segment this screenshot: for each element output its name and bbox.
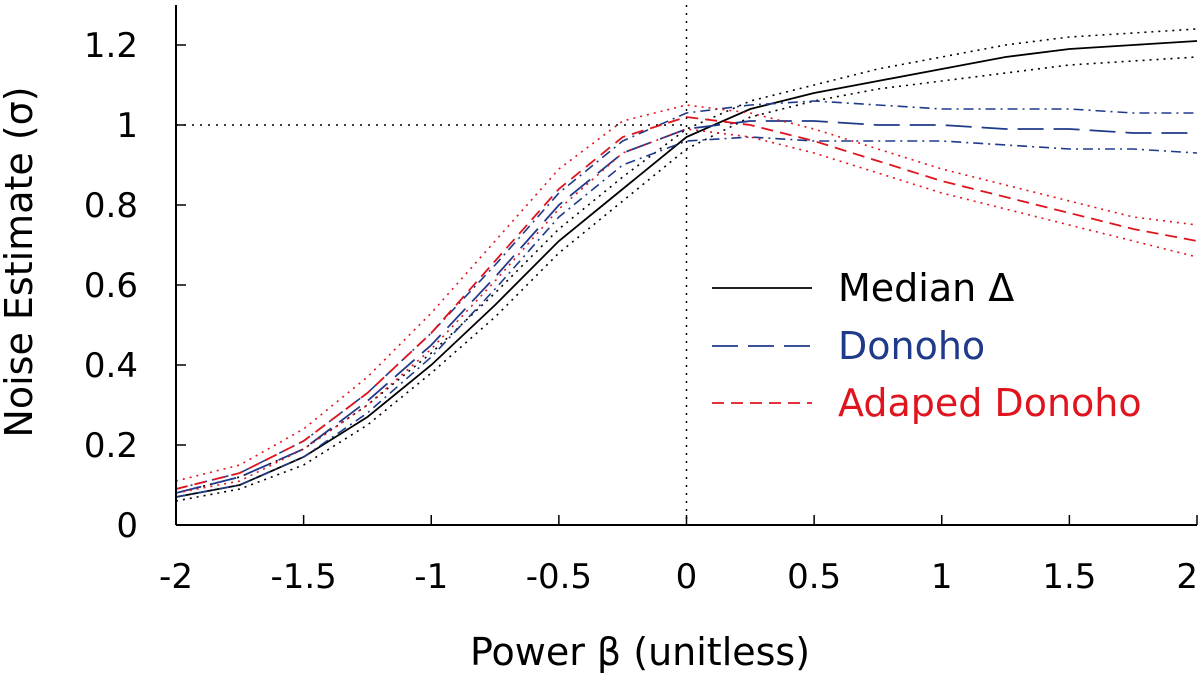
- x-tick-label: 0.5: [787, 557, 841, 597]
- y-tick-label: 0.2: [84, 426, 138, 466]
- y-tick-label: 0: [116, 506, 138, 546]
- x-tick-label: 2: [1176, 557, 1198, 597]
- plot-area: [175, 5, 1198, 526]
- legend-label-donoho: Donoho: [838, 324, 985, 368]
- series-median-delta-upper-bound: [175, 28, 1198, 494]
- series-donoho-upper-bound: [175, 100, 1197, 490]
- legend-label-adapted: Adaped Donoho: [838, 381, 1142, 425]
- x-tick-label: -1.5: [270, 557, 336, 597]
- x-tick-label: 0: [676, 557, 698, 597]
- y-axis-title: Noise Estimate (σ): [0, 86, 41, 437]
- x-tick-label: -1: [414, 557, 448, 597]
- legend-label-median: Median Δ: [838, 266, 1014, 310]
- x-tick-label: 1: [931, 557, 953, 597]
- x-axis-ticks: -2 -1.5 -1 -0.5 0 0.5 1 1.5 2: [159, 515, 1198, 597]
- series-median-delta-line: [175, 40, 1198, 498]
- y-tick-label: 1.2: [84, 26, 138, 66]
- series-adapted-donoho-line: [175, 116, 1198, 490]
- x-axis-title: Power β (unitless): [470, 630, 810, 674]
- x-tick-label: 1.5: [1042, 557, 1096, 597]
- y-tick-label: 0.6: [84, 266, 138, 306]
- series-donoho-lower-bound: [175, 136, 1198, 498]
- legend: Median Δ Donoho Adaped Donoho: [712, 266, 1142, 425]
- y-tick-label: 0.4: [84, 346, 138, 386]
- series-donoho-line: [175, 120, 1197, 494]
- x-tick-label: -2: [159, 557, 193, 597]
- x-tick-label: -0.5: [526, 557, 592, 597]
- y-tick-label: 0.8: [84, 186, 138, 226]
- y-tick-label: 1: [116, 106, 138, 146]
- y-axis-ticks: 0 0.2 0.4 0.6 0.8 1 1.2: [84, 26, 186, 546]
- series-adapted-donoho-upper-bound: [175, 104, 1198, 482]
- series-median-delta-lower-bound: [175, 56, 1198, 502]
